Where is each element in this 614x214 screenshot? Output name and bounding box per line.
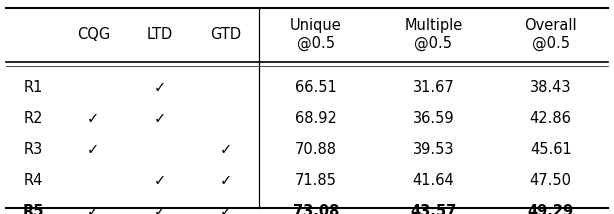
Text: R3: R3	[23, 142, 43, 157]
Text: 47.50: 47.50	[530, 173, 572, 188]
Text: ✓: ✓	[220, 142, 232, 157]
Text: 66.51: 66.51	[295, 80, 337, 95]
Text: R1: R1	[23, 80, 43, 95]
Text: 41.64: 41.64	[413, 173, 454, 188]
Text: LTD: LTD	[147, 27, 173, 42]
Text: ✓: ✓	[154, 204, 166, 214]
Text: 39.53: 39.53	[413, 142, 454, 157]
Text: R4: R4	[23, 173, 43, 188]
Text: Multiple
@0.5: Multiple @0.5	[404, 18, 462, 51]
Text: 68.92: 68.92	[295, 111, 337, 126]
Text: R5: R5	[23, 204, 44, 214]
Text: R2: R2	[23, 111, 43, 126]
Text: Unique
@0.5: Unique @0.5	[290, 18, 342, 51]
Text: ✓: ✓	[220, 173, 232, 188]
Text: ✓: ✓	[154, 111, 166, 126]
Text: 38.43: 38.43	[530, 80, 572, 95]
Text: 70.88: 70.88	[295, 142, 337, 157]
Text: 42.86: 42.86	[530, 111, 572, 126]
Text: ✓: ✓	[220, 204, 232, 214]
Text: CQG: CQG	[77, 27, 110, 42]
Text: 45.61: 45.61	[530, 142, 572, 157]
Text: ✓: ✓	[87, 142, 99, 157]
Text: 43.57: 43.57	[410, 204, 456, 214]
Text: GTD: GTD	[210, 27, 241, 42]
Text: 31.67: 31.67	[413, 80, 454, 95]
Text: ✓: ✓	[87, 204, 99, 214]
Text: 73.08: 73.08	[293, 204, 339, 214]
Text: 49.29: 49.29	[527, 204, 573, 214]
Text: ✓: ✓	[154, 173, 166, 188]
Text: Overall
@0.5: Overall @0.5	[524, 18, 577, 51]
Text: ✓: ✓	[87, 111, 99, 126]
Text: 36.59: 36.59	[413, 111, 454, 126]
Text: ✓: ✓	[154, 80, 166, 95]
Text: 71.85: 71.85	[295, 173, 337, 188]
